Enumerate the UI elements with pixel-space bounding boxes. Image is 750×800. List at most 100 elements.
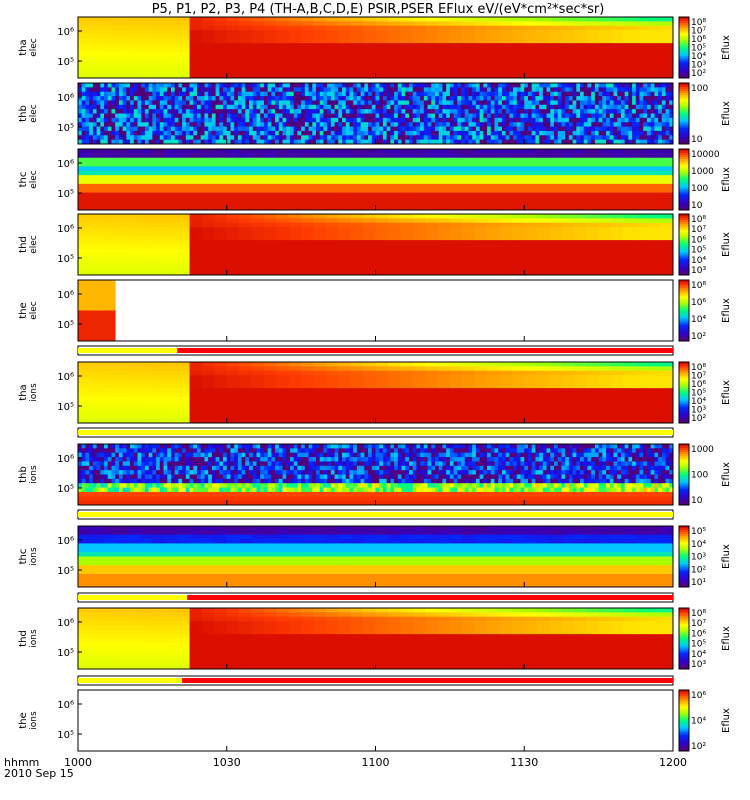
spectrogram-cell: [148, 87, 153, 93]
spectrogram-cell: [412, 405, 426, 411]
spectrogram-cell: [316, 126, 321, 132]
spectrogram-cell: [342, 113, 347, 119]
spectrogram-cell: [144, 91, 150, 97]
spectrogram-cell: [375, 157, 389, 163]
spectrogram-cell: [511, 60, 525, 66]
spectrogram-cell: [144, 135, 150, 141]
spectrogram-cell: [182, 87, 187, 93]
spectrogram-cell: [457, 122, 462, 127]
spectrogram-cell: [646, 96, 652, 101]
spectrogram-cell: [286, 83, 291, 88]
spectrogram-cell: [611, 25, 624, 31]
spectrogram-cell: [189, 122, 194, 127]
spectrogram-cell: [245, 96, 250, 101]
spectrogram-cell: [215, 135, 220, 141]
spectrogram-cell: [90, 69, 104, 75]
spectrogram-cell: [474, 64, 488, 70]
spectrogram-cell: [115, 401, 128, 406]
spectrogram-cell: [115, 96, 120, 101]
spectrogram-cell: [325, 253, 339, 258]
spectrogram-cell: [78, 104, 83, 110]
spectrogram-cell: [102, 196, 116, 202]
spectrogram-cell: [449, 30, 463, 35]
spectrogram-cell: [115, 91, 120, 97]
spectrogram-cell: [536, 30, 550, 35]
spectrogram-cell: [505, 104, 510, 110]
spectrogram-cell: [127, 405, 141, 411]
spectrogram-cell: [382, 87, 388, 93]
spectrogram-cell: [201, 244, 215, 250]
spectrogram-cell: [511, 227, 525, 232]
spectrogram-cell: [323, 113, 328, 119]
spectrogram-cell: [90, 319, 104, 324]
spectrogram-cell: [527, 91, 533, 97]
spectrogram-cell: [214, 21, 228, 27]
spectrogram-cell: [313, 149, 327, 154]
spectrogram-cell: [350, 73, 364, 79]
spectrogram-cell: [323, 91, 328, 97]
spectrogram-cell: [159, 135, 164, 141]
spectrogram-cell: [412, 379, 426, 385]
spectrogram-cell: [102, 179, 116, 185]
spectrogram-cell: [400, 64, 414, 70]
spectrogram-cell: [609, 126, 614, 132]
colorbar-step: [679, 125, 689, 129]
spectrogram-cell: [304, 117, 309, 123]
spectrogram-cell: [423, 91, 428, 97]
spectrogram-cell: [462, 43, 476, 48]
spectrogram-cell: [449, 261, 463, 267]
spectrogram-cell: [400, 270, 414, 276]
spectrogram-cell: [104, 104, 109, 110]
spectrogram-cell: [363, 192, 376, 198]
spectrogram-cell: [353, 130, 358, 136]
spectrogram-cell: [308, 104, 313, 110]
spectrogram-cell: [115, 214, 128, 219]
spectrogram-cell: [163, 96, 168, 101]
spectrogram-cell: [363, 43, 376, 48]
spectrogram-cell: [623, 183, 637, 189]
spectrogram-cell: [375, 100, 380, 106]
spectrogram-cell: [251, 214, 265, 219]
spectrogram-cell: [182, 122, 187, 127]
spectrogram-cell: [126, 135, 131, 141]
spectrogram-cell: [554, 100, 559, 106]
spectrogram-cell: [654, 113, 659, 119]
spectrogram-cell: [152, 157, 166, 163]
spectrogram-cell: [89, 122, 94, 127]
spectrogram-cell: [85, 135, 90, 141]
spectrogram-cell: [598, 113, 603, 119]
spectrogram-cell: [613, 126, 618, 132]
spectrogram-cell: [289, 91, 295, 97]
spectrogram-cell: [401, 104, 406, 110]
spectrogram-cell: [234, 91, 239, 97]
spectrogram-cell: [193, 91, 198, 97]
spectrogram-cell: [387, 149, 401, 154]
spectrogram-cell: [182, 135, 187, 141]
spectrogram-cell: [483, 100, 488, 106]
spectrogram-cell: [546, 109, 551, 114]
spectrogram-cell: [251, 418, 265, 424]
spectrogram-cell: [278, 135, 283, 141]
spectrogram-cell: [499, 170, 513, 176]
spectrogram-cell: [449, 25, 463, 31]
spectrogram-cell: [382, 126, 388, 132]
spectrogram-cell: [609, 91, 614, 97]
spectrogram-cell: [516, 91, 521, 97]
spectrogram-cell: [487, 231, 500, 237]
spectrogram-cell: [107, 117, 112, 123]
spectrogram-cell: [511, 56, 525, 61]
spectrogram-cell: [660, 162, 674, 167]
spectrogram-cell: [375, 109, 380, 114]
spectrogram-cell: [387, 409, 401, 415]
spectrogram-cell: [420, 91, 425, 97]
spectrogram-cell: [462, 240, 476, 245]
spectrogram-cell: [425, 375, 438, 380]
spectrogram-cell: [182, 109, 187, 114]
spectrogram-cell: [598, 96, 603, 101]
spectrogram-cell: [524, 135, 529, 141]
spectrogram-cell: [239, 244, 252, 250]
spectrogram-cell: [201, 157, 215, 163]
spectrogram-cell: [412, 38, 426, 44]
spectrogram-cell: [431, 139, 436, 145]
spectrogram-cell: [178, 104, 183, 110]
